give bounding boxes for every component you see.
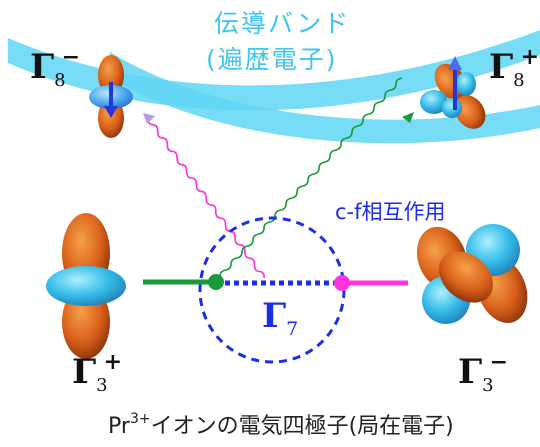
green-arrowhead bbox=[402, 112, 414, 123]
gamma7-circle bbox=[198, 216, 346, 364]
green-wavy-line bbox=[214, 77, 403, 283]
cf-interaction-label: c-f相互作用 bbox=[335, 200, 446, 224]
gamma8-plus-orbital bbox=[420, 56, 486, 129]
gamma3-plus-orbital bbox=[46, 213, 126, 359]
caption: Pr3+イオンの電気四極子(局在電子) bbox=[108, 411, 454, 439]
gamma8-minus-orbital bbox=[89, 55, 133, 138]
band-title-line1: 伝導バンド bbox=[214, 9, 351, 38]
green-dot bbox=[208, 274, 224, 290]
band-title-line2: (遍歴電子) bbox=[206, 45, 338, 74]
gamma3-minus-label: Γ3− bbox=[458, 349, 509, 396]
gamma3-plus-label: Γ3+ bbox=[72, 349, 123, 396]
gamma8-minus-label: Γ8− bbox=[30, 44, 81, 91]
magenta-dot bbox=[334, 275, 350, 291]
gamma7-label: Γ7 bbox=[262, 296, 299, 340]
conduction-band bbox=[8, 30, 540, 144]
gamma3-minus-orbital bbox=[416, 224, 528, 324]
magenta-arrowhead bbox=[143, 113, 155, 124]
gamma8-plus-label: Γ8+ bbox=[489, 44, 540, 91]
magenta-wavy-line bbox=[147, 117, 266, 279]
